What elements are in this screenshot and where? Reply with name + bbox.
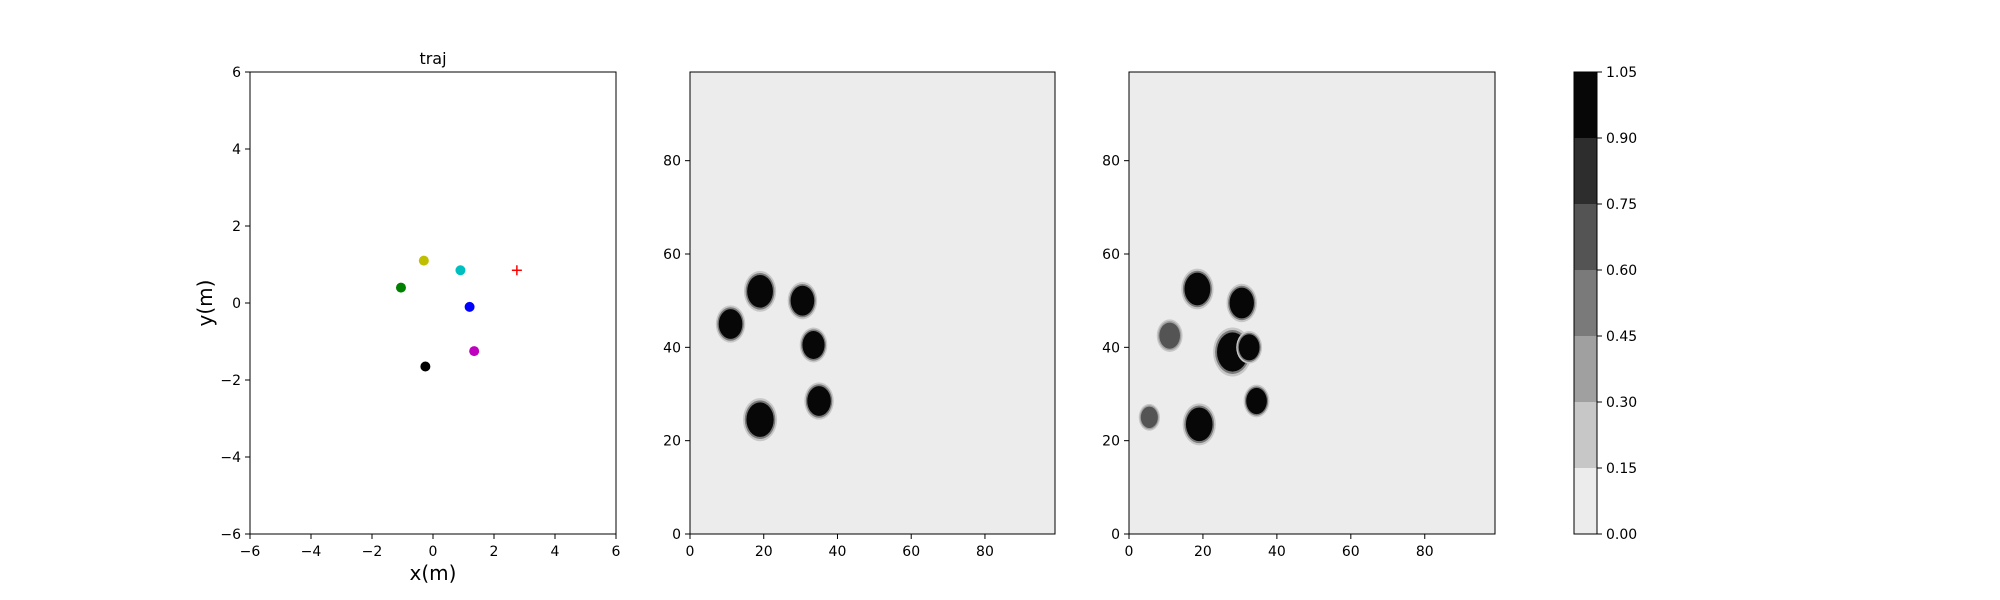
- heatmap-2-frame: [1128, 71, 1496, 535]
- heatmap-1-blob: [787, 282, 818, 320]
- trajectory-y-tick-label: −4: [220, 450, 241, 466]
- colorbar-tick-label: 0.90: [1606, 131, 1637, 147]
- heatmap-2-blob: [1236, 331, 1263, 364]
- heatmap-2-blob: [1226, 283, 1258, 323]
- colorbar-band: [1574, 468, 1597, 534]
- trajectory-y-tick-label: 6: [232, 65, 241, 81]
- heatmap-1-x-tick-label: 40: [829, 544, 847, 560]
- heatmap-2-y-tick-label: 60: [1102, 247, 1120, 263]
- heatmap-1-blob: [715, 305, 746, 343]
- colorbar-band: [1574, 204, 1597, 270]
- trajectory-y-tick-label: 2: [232, 219, 241, 235]
- heatmap-2-blob: [1243, 384, 1270, 418]
- trajectory-point: [455, 265, 466, 276]
- heatmap-2-blob: [1138, 403, 1160, 431]
- heatmap-1-x-tick-label: 20: [755, 544, 773, 560]
- trajectory-x-tick-label: −2: [362, 544, 383, 560]
- trajectory-plot-frame: [249, 71, 617, 535]
- heatmap-1-x-tick-label: 60: [902, 544, 920, 560]
- trajectory-x-tick-label: 4: [551, 544, 560, 560]
- colorbar-band: [1574, 72, 1597, 138]
- target-marker: [511, 265, 522, 276]
- colorbar-band: [1574, 270, 1597, 336]
- heatmap-1-background: [690, 72, 1055, 534]
- heatmap-1-x-tick-label: 0: [686, 544, 695, 560]
- trajectory-title: traj: [419, 49, 446, 68]
- heatmap-2-y-tick-label: 80: [1102, 154, 1120, 170]
- trajectory-x-tick-label: 0: [429, 544, 438, 560]
- trajectory-y-tick-label: 4: [232, 142, 241, 158]
- heatmap-2-blob: [1181, 268, 1214, 310]
- trajectory-y-tick-label: −6: [220, 527, 241, 543]
- trajectory-point: [420, 361, 431, 372]
- heatmap-1-y-tick-label: 20: [663, 434, 681, 450]
- colorbar-tick-label: 0.00: [1606, 527, 1637, 543]
- heatmap-1-blob: [799, 327, 828, 363]
- heatmap-1-blob: [804, 382, 834, 420]
- trajectory-x-tick-label: 2: [490, 544, 499, 560]
- heatmap-1-y-tick-label: 60: [663, 247, 681, 263]
- colorbar-band: [1574, 138, 1597, 204]
- trajectory-point: [418, 255, 429, 266]
- heatmap-panel-1: 0 20 40 60 80 0 20 40 60 80: [663, 71, 1056, 560]
- heatmap-2-x-tick-label: 60: [1342, 544, 1360, 560]
- heatmap-2-x-tick-label: 80: [1416, 544, 1434, 560]
- colorbar-tick-label: 1.05: [1606, 65, 1637, 81]
- trajectory-y-tick-label: −2: [220, 373, 241, 389]
- colorbar-tick-label: 0.45: [1606, 329, 1637, 345]
- trajectory-point: [464, 301, 475, 312]
- colorbar-band: [1574, 402, 1597, 468]
- x-axis-label: x(m): [410, 561, 457, 585]
- heatmap-2-x-tick-label: 20: [1194, 544, 1212, 560]
- colorbar-tick-label: 0.15: [1606, 461, 1637, 477]
- heatmap-1-frame: [689, 71, 1056, 535]
- heatmap-2-blob: [1156, 319, 1183, 352]
- heatmap-1-x-tick-label: 80: [976, 544, 994, 560]
- trajectory-point: [469, 346, 480, 357]
- colorbar-frame: [1573, 71, 1598, 535]
- heatmap-1-y-tick-label: 80: [663, 154, 681, 170]
- heatmap-2-background: [1129, 72, 1495, 534]
- trajectory-point: [395, 282, 406, 293]
- trajectory-x-tick-label: −6: [240, 544, 261, 560]
- trajectory-x-tick-label: −4: [301, 544, 322, 560]
- heatmap-1-blob: [743, 270, 777, 312]
- trajectory-x-tick-label: 6: [612, 544, 621, 560]
- colorbar-tick-label: 0.75: [1606, 197, 1637, 213]
- colorbar: 0.00 0.15 0.30 0.45 0.60 0.75 0.90 1.05: [1573, 65, 1637, 543]
- heatmap-1-blob: [742, 398, 778, 442]
- colorbar-band: [1574, 336, 1597, 402]
- heatmap-2-x-tick-label: 40: [1268, 544, 1286, 560]
- heatmap-1-y-tick-label: 40: [663, 340, 681, 356]
- trajectory-y-tick-label: 0: [232, 296, 241, 312]
- y-axis-label: y(m): [193, 280, 217, 327]
- heatmap-2-y-tick-label: 0: [1111, 527, 1120, 543]
- trajectory-panel: traj −6 −4 −2 0 2 4 6 −6 −4 −2 0 2 4 6 x(m) y(m): [193, 49, 621, 585]
- heatmap-2-y-tick-label: 40: [1102, 340, 1120, 356]
- heatmap-panel-2: 0 20 40 60 80 0 20 40 60 80: [1102, 71, 1496, 560]
- heatmap-2-blob: [1182, 403, 1216, 446]
- heatmap-1-y-tick-label: 0: [672, 527, 681, 543]
- colorbar-tick-label: 0.60: [1606, 263, 1637, 279]
- colorbar-tick-label: 0.30: [1606, 395, 1637, 411]
- heatmap-2-x-tick-label: 0: [1125, 544, 1134, 560]
- heatmap-2-y-tick-label: 20: [1102, 434, 1120, 450]
